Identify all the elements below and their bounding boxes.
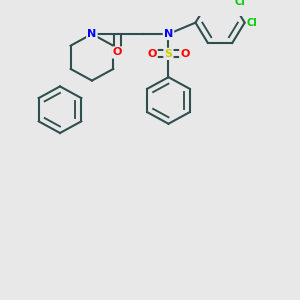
Text: O: O [113, 47, 122, 58]
Text: O: O [180, 49, 190, 59]
Text: N: N [87, 29, 97, 39]
Text: O: O [147, 49, 157, 59]
Text: N: N [164, 29, 173, 39]
Text: S: S [164, 49, 172, 59]
Text: Cl: Cl [247, 18, 257, 28]
Text: Cl: Cl [235, 0, 245, 8]
